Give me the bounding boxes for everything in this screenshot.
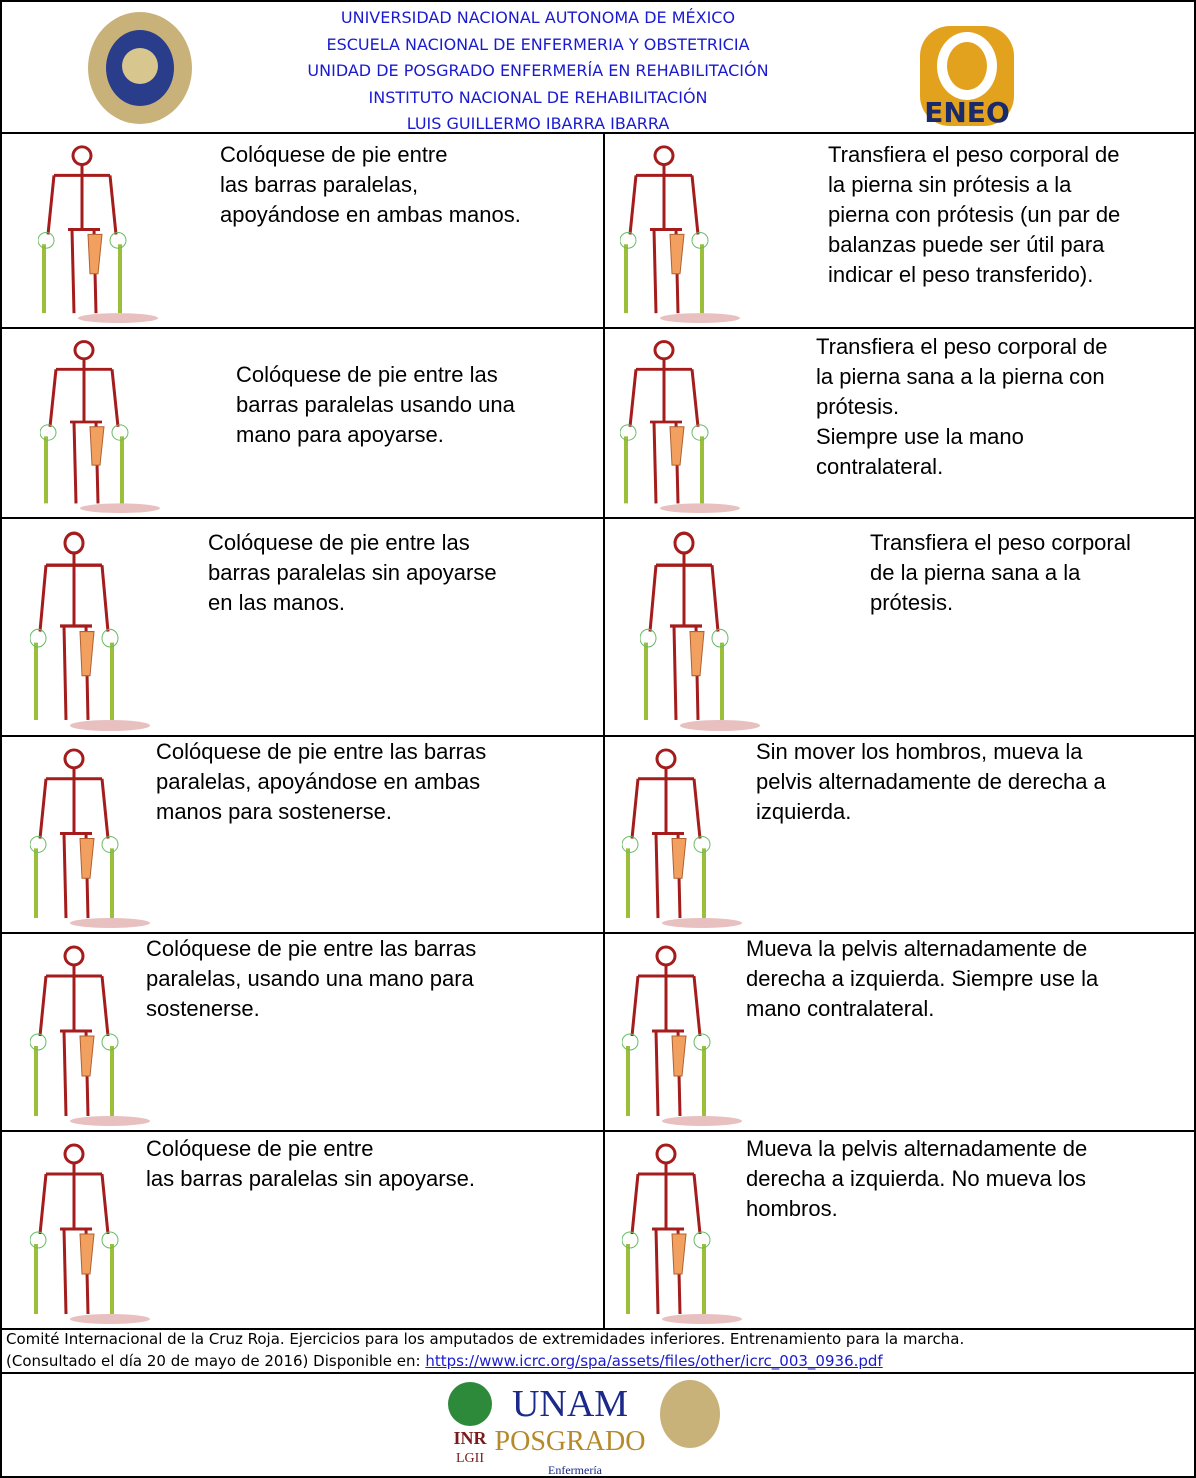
left-text-line: Colóquese de pie entre las	[208, 530, 470, 555]
right-text-line: balanzas puede ser útil para	[828, 232, 1105, 257]
left-text-line: barras paralelas sin apoyarse	[208, 560, 497, 585]
exercise-figure	[30, 1143, 150, 1324]
border	[1194, 0, 1196, 1478]
citation-line: (Consultado el día 20 de mayo de 2016) D…	[6, 1352, 883, 1370]
left-text-line: Colóquese de pie entre las barras	[156, 739, 487, 764]
exercise-figure	[622, 1143, 742, 1324]
row-divider	[0, 1130, 1196, 1132]
left-text-line: Colóquese de pie entre	[220, 142, 448, 167]
column-divider	[603, 132, 605, 1328]
header-line: UNIDAD DE POSGRADO ENFERMERÍA EN REHABIL…	[307, 61, 769, 80]
posgrado-text: POSGRADO	[495, 1426, 646, 1457]
left-text-line: Colóquese de pie entre las barras	[146, 936, 477, 961]
inr-sub: LGII	[456, 1451, 484, 1466]
right-text-line: Transfiera el peso corporal de	[828, 142, 1120, 167]
right-text-line: contralateral.	[816, 454, 944, 479]
right-text-line: Sin mover los hombros, mueva la	[756, 739, 1083, 764]
eneo-text: ENEO	[924, 96, 1010, 129]
exercise-figure	[30, 531, 150, 731]
unam-logo	[88, 12, 192, 124]
right-text-line: hombros.	[746, 1196, 838, 1221]
exercise-figure	[640, 531, 760, 731]
row-divider	[0, 132, 1196, 134]
header-line: INSTITUTO NACIONAL DE REHABILITACIÓN	[368, 87, 708, 107]
footer-logos: INR LGII UNAM POSGRADO Enfermería	[448, 1380, 720, 1477]
left-text-line: barras paralelas usando una	[236, 392, 515, 417]
right-text-line: Mueva la pelvis alternadamente de	[746, 1136, 1088, 1161]
right-text-line: Transfiera el peso corporal	[870, 530, 1131, 555]
right-text-line: la pierna sana a la pierna con	[816, 364, 1105, 389]
exercise-figure	[620, 340, 740, 513]
exercise-figure	[30, 748, 150, 928]
inr-text: INR	[453, 1428, 487, 1448]
right-text-line: derecha a izquierda. No mueva los	[746, 1166, 1086, 1191]
row-divider	[0, 517, 1196, 519]
citation-text: (Consultado el día 20 de mayo de 2016) D…	[6, 1352, 426, 1370]
exercise-figure	[620, 145, 740, 323]
left-text-line: Colóquese de pie entre	[146, 1136, 374, 1161]
row-divider	[0, 1372, 1196, 1374]
right-text-line: mano contralateral.	[746, 996, 935, 1021]
left-text-line: paralelas, usando una mano para	[146, 966, 474, 991]
right-text-line: de la pierna sana a la	[870, 560, 1081, 585]
row-divider	[0, 327, 1196, 329]
left-text-line: manos para sostenerse.	[156, 799, 393, 824]
exercise-figure	[38, 145, 158, 323]
left-text-line: mano para apoyarse.	[236, 422, 444, 447]
right-text-line: prótesis.	[870, 590, 954, 615]
right-text-line: Transfiera el peso corporal de	[816, 334, 1108, 359]
unam-text: UNAM	[512, 1383, 628, 1425]
row-divider	[0, 735, 1196, 737]
right-text-line: izquierda.	[756, 799, 852, 824]
citation-link[interactable]: https://www.icrc.org/spa/assets/files/ot…	[425, 1352, 883, 1370]
left-text-line: sostenerse.	[146, 996, 260, 1021]
right-text-line: indicar el peso transferido).	[828, 262, 1094, 287]
right-text-line: pelvis alternadamente de derecha a	[756, 769, 1106, 794]
exercise-figure	[30, 945, 150, 1126]
exercise-figure	[40, 340, 160, 513]
right-text-line: la pierna sin prótesis a la	[828, 172, 1072, 197]
left-text-line: paralelas, apoyándose en ambas	[156, 769, 481, 794]
right-text-line: prótesis.	[816, 394, 900, 419]
left-text-line: en las manos.	[208, 590, 345, 615]
right-text-line: Siempre use la mano	[816, 424, 1024, 449]
border	[0, 0, 1196, 2]
left-text-line: las barras paralelas sin apoyarse.	[146, 1166, 475, 1191]
row-divider	[0, 1328, 1196, 1330]
border	[0, 0, 2, 1478]
border	[0, 1476, 1196, 1478]
header-line: LUIS GUILLERMO IBARRA IBARRA	[406, 114, 670, 133]
citation-line: Comité Internacional de la Cruz Roja. Ej…	[6, 1330, 965, 1348]
enfermeria-text: Enfermería	[548, 1463, 603, 1477]
left-text-line: Colóquese de pie entre las	[236, 362, 498, 387]
header-line: ESCUELA NACIONAL DE ENFERMERIA Y OBSTETR…	[326, 34, 750, 54]
exercise-figure	[622, 748, 742, 928]
right-text-line: derecha a izquierda. Siempre use la	[746, 966, 1099, 991]
header-line: UNIVERSIDAD NACIONAL AUTONOMA DE MÉXICO	[340, 8, 736, 27]
right-text-line: Mueva la pelvis alternadamente de	[746, 936, 1088, 961]
left-text-line: apoyándose en ambas manos.	[220, 202, 521, 227]
left-text-line: las barras paralelas,	[220, 172, 419, 197]
row-divider	[0, 932, 1196, 934]
right-text-line: pierna con prótesis (un par de	[828, 202, 1121, 227]
eneo-logo: ENEO	[920, 26, 1014, 129]
exercise-figure	[622, 945, 742, 1126]
